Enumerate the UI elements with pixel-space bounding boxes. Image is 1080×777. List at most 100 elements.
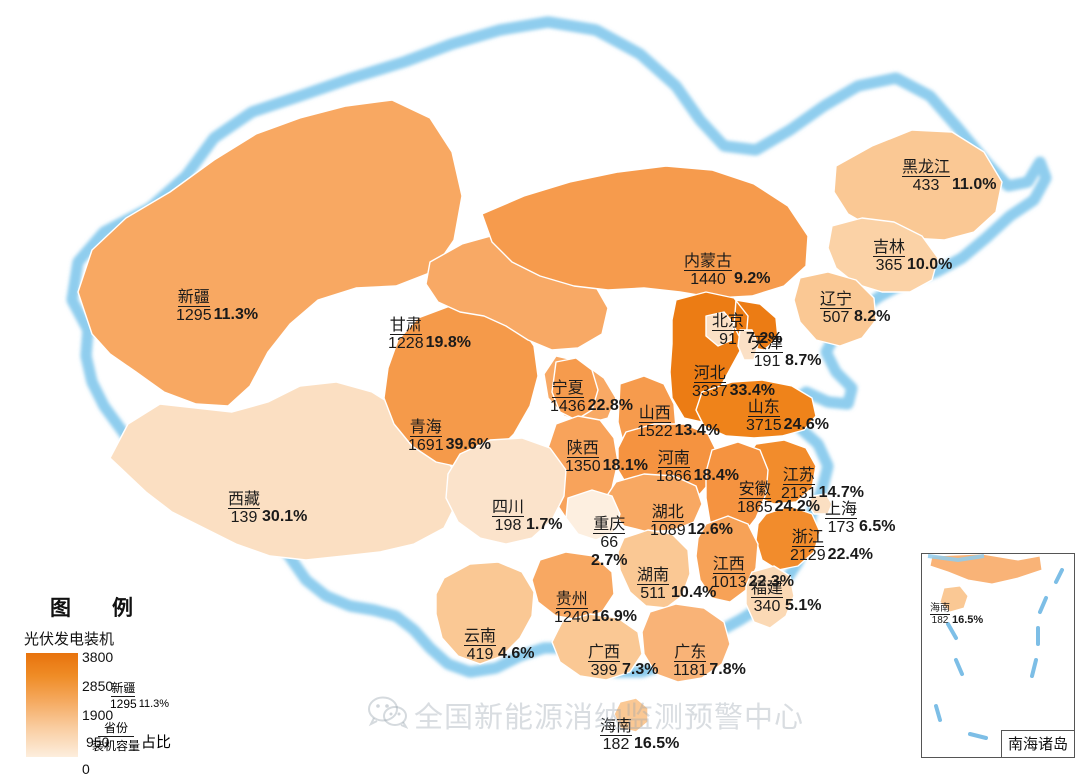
- province-capacity: 139: [230, 509, 258, 526]
- inset-caption: 南海诸岛: [1000, 730, 1074, 757]
- province-percent: 19.8%: [425, 334, 471, 351]
- province-percent: 7.3%: [622, 661, 659, 678]
- province-shape-yunnan: [435, 561, 535, 665]
- province-shapes: [77, 99, 1003, 733]
- province-name: 上海: [825, 501, 858, 519]
- province-shape-guangxi: [551, 613, 643, 681]
- legend-tick: 0: [82, 761, 90, 777]
- province-shape-guizhou: [531, 551, 615, 621]
- province-capacity: 191: [753, 353, 781, 370]
- province-percent: 1.7%: [526, 516, 563, 533]
- province-label-shaanxi: 陕西 1350 18.1%: [565, 441, 648, 475]
- province-name: 甘肃: [389, 317, 422, 335]
- province-label-qinghai: 青海 1691 39.6%: [408, 420, 491, 454]
- inset-province-name: 海南: [930, 599, 950, 615]
- province-name: 海南: [600, 718, 633, 736]
- province-capacity: 91: [719, 331, 737, 348]
- province-percent: 11.0%: [952, 176, 997, 193]
- province-capacity: 1865: [737, 499, 773, 516]
- province-percent: 8.2%: [854, 308, 891, 325]
- province-shape-sichuan: [445, 437, 567, 545]
- legend-key-percent-label: 占比: [141, 734, 172, 751]
- province-capacity: 1440: [690, 271, 726, 288]
- legend-key-capacity-label: 装机容量: [92, 739, 141, 753]
- province-label-hainan: 海南 182 16.5%: [600, 719, 679, 753]
- province-label-jiangsu: 江苏 2131 14.7%: [781, 468, 864, 502]
- province-capacity: 1350: [565, 458, 601, 475]
- province-label-shandong: 山东 3715 24.6%: [746, 400, 829, 434]
- province-percent: 12.6%: [687, 521, 733, 538]
- province-label-fujian: 福建 340 5.1%: [751, 581, 821, 615]
- province-shape-shandong: [695, 379, 817, 439]
- province-label-gansu: 甘肃 1228 19.8%: [388, 318, 471, 352]
- province-percent: 24.6%: [783, 416, 829, 433]
- province-label-neimenggu: 内蒙古 1440 9.2%: [684, 254, 770, 288]
- province-capacity: 1181: [673, 662, 708, 679]
- province-capacity: 66: [600, 534, 619, 551]
- province-capacity: 182: [602, 736, 630, 753]
- province-shape-shanghai: [807, 493, 833, 515]
- legend-subtitle: 光伏发电装机: [24, 631, 115, 648]
- province-shape-xinjiang: [77, 99, 463, 407]
- province-label-guangdong: 广东 1181 7.8%: [673, 645, 746, 679]
- province-label-guangxi: 广西 399 7.3%: [588, 645, 658, 679]
- province-name: 江苏: [782, 467, 815, 485]
- province-name: 北京: [712, 313, 745, 331]
- province-capacity: 3337: [692, 383, 728, 400]
- province-label-xinjiang: 新疆 1295 11.3%: [176, 290, 258, 324]
- province-percent: 5.1%: [785, 597, 822, 614]
- province-shape-guangdong: [641, 603, 731, 683]
- province-capacity: 1522: [637, 423, 673, 440]
- province-capacity: 507: [822, 309, 850, 326]
- province-name: 吉林: [873, 239, 906, 257]
- legend-sample-percent: 11.3%: [138, 698, 170, 710]
- province-label-henan: 河南 1866 18.4%: [656, 451, 739, 485]
- province-name: 贵州: [555, 591, 588, 609]
- legend-panel: 图 例 光伏发电装机 3800 2850 1900 950 0 新疆 1295 …: [22, 592, 312, 777]
- province-capacity: 3715: [746, 417, 782, 434]
- province-percent: 8.7%: [785, 352, 822, 369]
- inset-province-percent: 16.5%: [952, 614, 984, 626]
- province-percent: 10.0%: [907, 256, 953, 273]
- province-label-jiangxi: 江西 1013 22.3%: [711, 557, 794, 591]
- province-capacity: 1436: [550, 398, 586, 415]
- province-shape-ningxia: [551, 357, 599, 421]
- province-shape-jilin: [827, 217, 939, 293]
- legend-sample-annotation: 新疆 1295 11.3%: [110, 679, 169, 711]
- province-capacity: 1013: [711, 574, 747, 591]
- province-shape-hainan: [613, 697, 649, 733]
- province-name: 河南: [657, 450, 690, 468]
- province-name: 安徽: [738, 481, 771, 499]
- legend-tick: 2850: [82, 678, 114, 694]
- province-capacity: 399: [590, 662, 618, 679]
- legend-title: 图 例: [50, 597, 143, 620]
- legend-tick: 950: [86, 734, 110, 750]
- province-shape-hunan: [617, 529, 691, 609]
- province-name: 湖南: [637, 567, 670, 585]
- province-name: 天津: [751, 335, 784, 353]
- province-capacity: 173: [827, 519, 855, 536]
- legend-sample-province: 新疆: [111, 681, 136, 697]
- province-percent: 14.7%: [818, 484, 864, 501]
- province-percent: 13.4%: [674, 422, 720, 439]
- province-label-guizhou: 贵州 1240 16.9%: [554, 592, 637, 626]
- province-shape-zhejiang: [755, 505, 821, 571]
- legend-color-bar: [26, 653, 78, 757]
- province-label-xizang: 西藏 139 30.1%: [228, 492, 307, 526]
- inset-province-capacity: 182: [931, 615, 949, 626]
- province-name: 江西: [712, 556, 745, 574]
- province-label-tianjin: 天津 191 8.7%: [751, 336, 821, 370]
- province-percent: 30.1%: [262, 508, 308, 525]
- province-capacity: 198: [494, 517, 522, 534]
- province-capacity: 419: [466, 646, 494, 663]
- province-capacity: 1866: [656, 468, 692, 485]
- province-name: 青海: [409, 419, 442, 437]
- province-label-heilongjiang: 黑龙江 433 11.0%: [902, 160, 997, 194]
- province-name: 宁夏: [551, 380, 584, 398]
- province-shape-chongqing: [565, 489, 621, 541]
- province-capacity: 511: [640, 585, 666, 602]
- province-name: 四川: [492, 499, 525, 517]
- province-label-hubei: 湖北 1089 12.6%: [650, 505, 733, 539]
- national-border-halo: [67, 17, 1051, 677]
